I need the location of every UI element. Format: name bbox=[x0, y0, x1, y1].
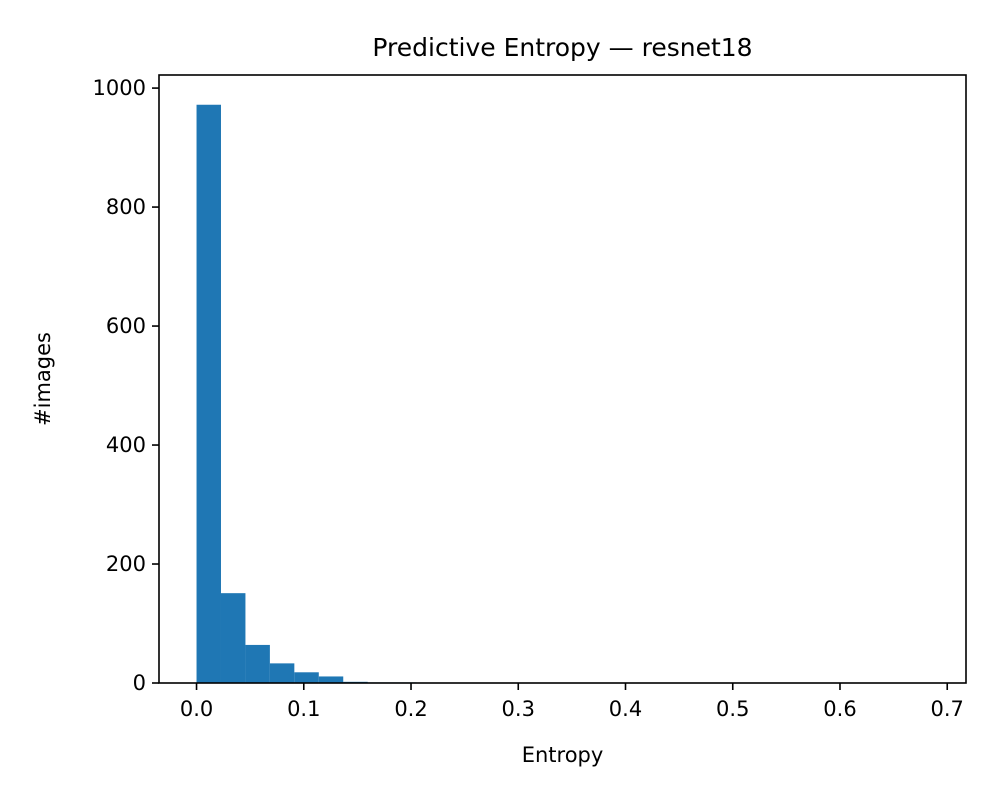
histogram-bar-2 bbox=[245, 644, 270, 683]
x-tick-label: 0.1 bbox=[287, 697, 320, 721]
y-axis-label: #images bbox=[31, 332, 55, 426]
histogram-bar-3 bbox=[269, 663, 295, 683]
y-tick-label: 400 bbox=[106, 433, 146, 457]
y-tick-label: 600 bbox=[106, 314, 146, 338]
histogram-bar-4 bbox=[294, 672, 319, 683]
y-tick-label: 1000 bbox=[93, 76, 146, 100]
x-tick-label: 0.5 bbox=[716, 697, 749, 721]
x-tick-label: 0.7 bbox=[931, 697, 964, 721]
x-axis-label: Entropy bbox=[522, 743, 604, 767]
bars-group bbox=[196, 104, 417, 684]
x-tick-label: 0.0 bbox=[180, 697, 213, 721]
histogram-bar-5 bbox=[318, 676, 344, 683]
x-axis-ticks: 0.0 0.1 0.2 0.3 0.4 0.5 0.6 0.7 bbox=[180, 683, 964, 721]
histogram-bar-1 bbox=[220, 593, 246, 683]
x-tick-label: 0.3 bbox=[502, 697, 535, 721]
y-tick-label: 0 bbox=[133, 671, 146, 695]
y-axis-ticks: 0 200 400 600 800 1000 bbox=[93, 76, 159, 695]
histogram-bar-0 bbox=[196, 104, 221, 683]
y-tick-label: 800 bbox=[106, 195, 146, 219]
x-tick-label: 0.6 bbox=[823, 697, 856, 721]
x-tick-label: 0.2 bbox=[394, 697, 427, 721]
x-tick-label: 0.4 bbox=[609, 697, 642, 721]
y-tick-label: 200 bbox=[106, 552, 146, 576]
plot-frame bbox=[158, 74, 967, 684]
chart-title: Predictive Entropy — resnet18 bbox=[372, 33, 752, 62]
